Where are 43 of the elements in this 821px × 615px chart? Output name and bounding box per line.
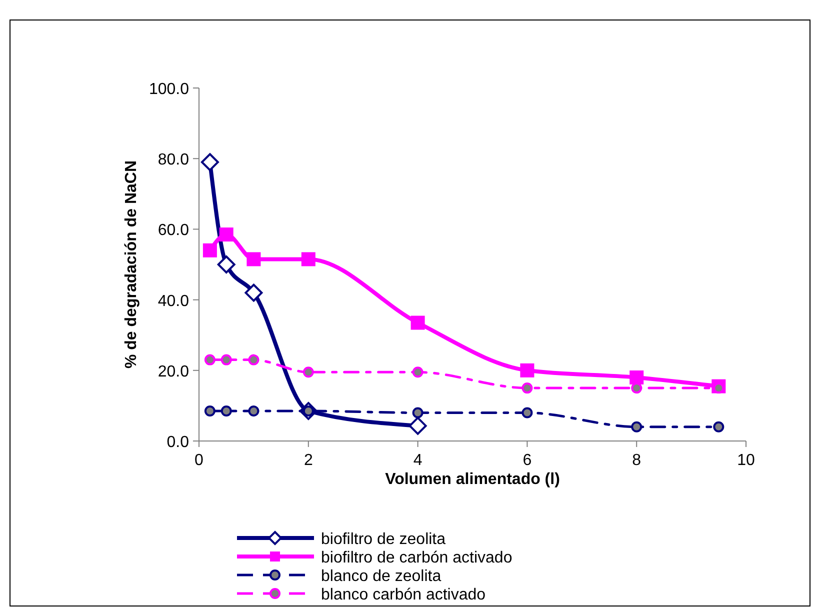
x-tick-label: 6 (522, 452, 532, 469)
legend-label: blanco de zeolita (321, 568, 442, 585)
point (631, 421, 642, 432)
point (522, 382, 533, 394)
point (630, 370, 644, 384)
point (220, 405, 232, 416)
point (244, 284, 263, 302)
x-tick-label: 10 (737, 452, 755, 469)
point (246, 252, 261, 266)
y-axis-title: % de degradación de NaCN (123, 160, 140, 369)
y-tick-label: 100.0 (148, 81, 190, 98)
y-tick-label: 20.0 (158, 363, 190, 380)
legend-label: blanco carbón activado (321, 586, 486, 604)
point (204, 354, 216, 366)
point (713, 421, 724, 432)
point (217, 256, 236, 274)
point (520, 363, 534, 378)
point (408, 416, 427, 435)
x-axis-title: Volumen alimentado (l) (385, 471, 560, 488)
point (412, 407, 424, 418)
point (302, 366, 314, 378)
y-tick-label: 40.0 (158, 292, 190, 310)
y-tick-label: 0.0 (166, 434, 190, 451)
x-tick-label: 4 (413, 452, 422, 469)
point (202, 243, 217, 258)
point (248, 405, 260, 416)
legend-label: biofiltro de zeolita (321, 531, 446, 548)
point (301, 252, 316, 266)
point (200, 153, 219, 172)
y-tick-label: 60.0 (158, 222, 190, 240)
point (248, 354, 260, 366)
point (412, 366, 424, 378)
point (219, 227, 234, 242)
point (522, 407, 533, 418)
point (410, 316, 425, 330)
x-tick-label: 2 (304, 452, 313, 469)
y-tick-label: 80.0 (158, 152, 190, 169)
x-tick-label: 8 (632, 452, 642, 469)
x-tick-label: 0 (194, 452, 204, 469)
point (204, 405, 216, 416)
legend-label: biofiltro de carbón activado (321, 550, 512, 566)
point (631, 382, 642, 394)
point (220, 354, 232, 366)
